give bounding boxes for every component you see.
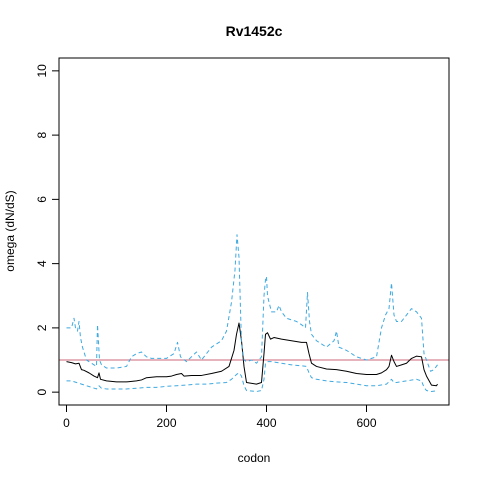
chart-title: Rv1452c xyxy=(226,23,283,39)
y-tick-label: 4 xyxy=(35,260,49,267)
x-axis-label: codon xyxy=(238,451,271,465)
x-tick-label: 600 xyxy=(356,416,376,430)
y-tick-label: 10 xyxy=(35,64,49,78)
x-axis: 0 200 400 600 xyxy=(63,404,377,430)
x-tick-label: 200 xyxy=(156,416,176,430)
series-line-upper xyxy=(66,234,438,372)
x-tick-label: 0 xyxy=(63,416,70,430)
y-tick-label: 6 xyxy=(35,196,49,203)
plot-frame xyxy=(58,57,450,406)
y-tick-label: 8 xyxy=(35,131,49,138)
y-axis: 0 2 4 6 8 10 xyxy=(35,64,60,395)
y-tick-label: 0 xyxy=(35,388,49,395)
x-tick-label: 400 xyxy=(256,416,276,430)
y-tick-label: 2 xyxy=(35,324,49,331)
y-axis-label: omega (dN/dS) xyxy=(3,190,17,271)
series-line-lower xyxy=(66,361,438,393)
series-line-mean xyxy=(66,322,438,387)
series-layer xyxy=(59,234,449,393)
